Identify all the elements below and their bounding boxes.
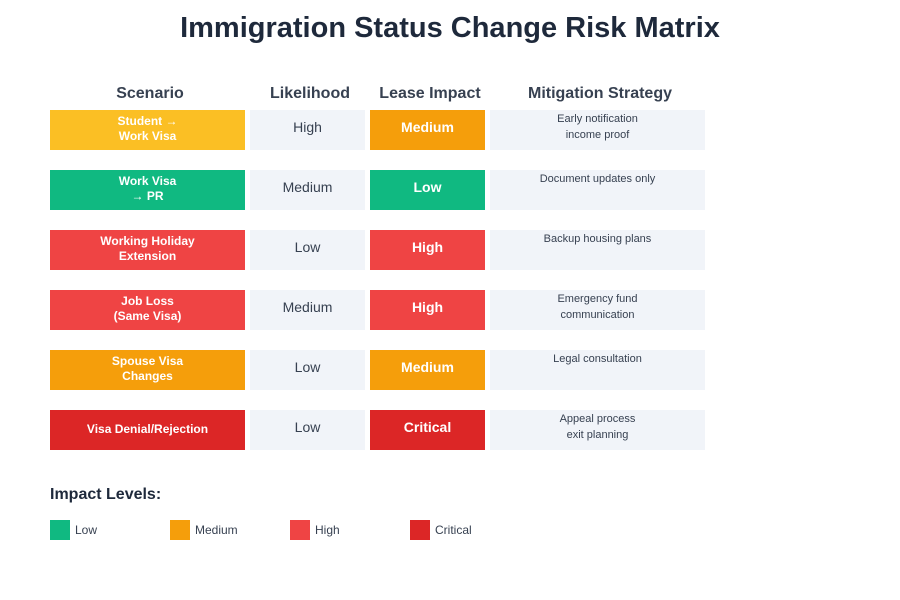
impact-cell: Low	[370, 170, 485, 210]
scenario-cell: Spouse Visa Changes	[50, 350, 245, 390]
likelihood-cell: Low	[250, 230, 365, 270]
legend-item: Medium	[170, 520, 238, 540]
impact-cell: Medium	[370, 110, 485, 150]
legend-item: Critical	[410, 520, 472, 540]
impact-cell: Critical	[370, 410, 485, 450]
legend-item: Low	[50, 520, 97, 540]
legend-swatch	[50, 520, 70, 540]
impact-cell: High	[370, 290, 485, 330]
legend-label: Low	[75, 523, 98, 537]
page-title: Immigration Status Change Risk Matrix	[180, 12, 720, 44]
mitigation-cell: Early notification income proof	[490, 110, 705, 150]
impact-cell: High	[370, 230, 485, 270]
mitigation-cell: Document updates only	[490, 170, 705, 210]
legend-item: High	[290, 520, 340, 540]
header-lease-impact: Lease Impact	[379, 85, 481, 102]
legend-swatch	[410, 520, 430, 540]
likelihood-cell: High	[250, 110, 365, 150]
header-likelihood: Likelihood	[270, 85, 350, 102]
mitigation-cell: Legal consultation	[490, 350, 705, 390]
header-mitigation: Mitigation Strategy	[527, 85, 672, 102]
likelihood-cell: Medium	[250, 170, 365, 210]
impact-cell: Medium	[370, 350, 485, 390]
mitigation-cell: Appeal process exit planning	[490, 410, 705, 450]
scenario-cell: Visa Denial/Rejection	[50, 410, 245, 450]
legend-swatch	[290, 520, 310, 540]
likelihood-cell: Low	[250, 410, 365, 450]
mitigation-cell: Emergency fund communication	[490, 290, 705, 330]
legend-label: Critical	[435, 523, 472, 537]
mitigation-cell: Backup housing plans	[490, 230, 705, 270]
likelihood-cell: Low	[250, 350, 365, 390]
scenario-cell: Job Loss (Same Visa)	[50, 290, 245, 330]
legend-title: Impact Levels:	[50, 486, 162, 503]
scenario-cell: Work Visa → PR	[50, 170, 245, 210]
legend-label: Medium	[195, 523, 238, 537]
legend-swatch	[170, 520, 190, 540]
legend-label: High	[315, 523, 340, 537]
scenario-cell: Student → Work Visa	[50, 110, 245, 150]
likelihood-cell: Medium	[250, 290, 365, 330]
scenario-cell: Working Holiday Extension	[50, 230, 245, 270]
header-scenario: Scenario	[116, 85, 184, 102]
